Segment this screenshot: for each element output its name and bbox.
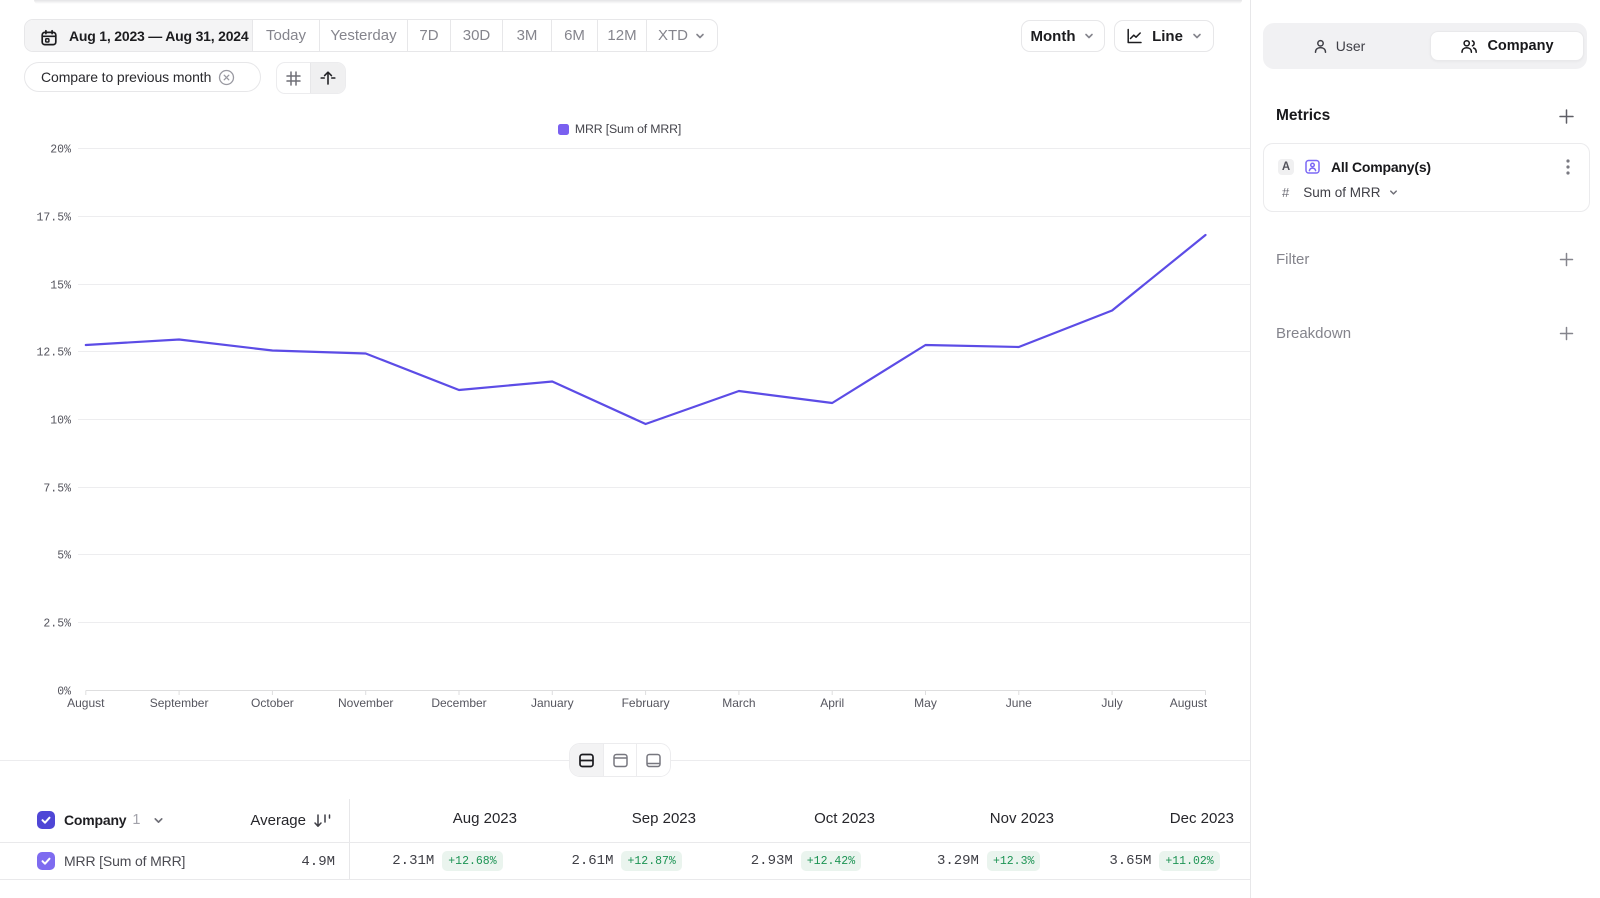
svg-text:17.5%: 17.5%	[36, 212, 71, 225]
svg-text:2.5%: 2.5%	[43, 618, 71, 631]
svg-text:August: August	[67, 696, 105, 710]
svg-text:July: July	[1101, 696, 1122, 710]
svg-text:August: August	[1170, 696, 1208, 710]
svg-text:February: February	[622, 696, 670, 710]
svg-text:December: December	[431, 696, 486, 710]
svg-text:7.5%: 7.5%	[43, 483, 71, 496]
svg-text:20%: 20%	[50, 144, 71, 157]
svg-text:June: June	[1006, 696, 1032, 710]
svg-text:October: October	[251, 696, 294, 710]
svg-text:12.5%: 12.5%	[36, 347, 71, 360]
svg-text:April: April	[820, 696, 844, 710]
svg-text:November: November	[338, 696, 393, 710]
svg-text:0%: 0%	[57, 686, 71, 699]
svg-text:5%: 5%	[57, 550, 71, 563]
svg-text:May: May	[914, 696, 937, 710]
svg-text:March: March	[722, 696, 755, 710]
svg-text:15%: 15%	[50, 280, 71, 293]
svg-text:January: January	[531, 696, 574, 710]
svg-text:10%: 10%	[50, 415, 71, 428]
svg-text:September: September	[150, 696, 209, 710]
